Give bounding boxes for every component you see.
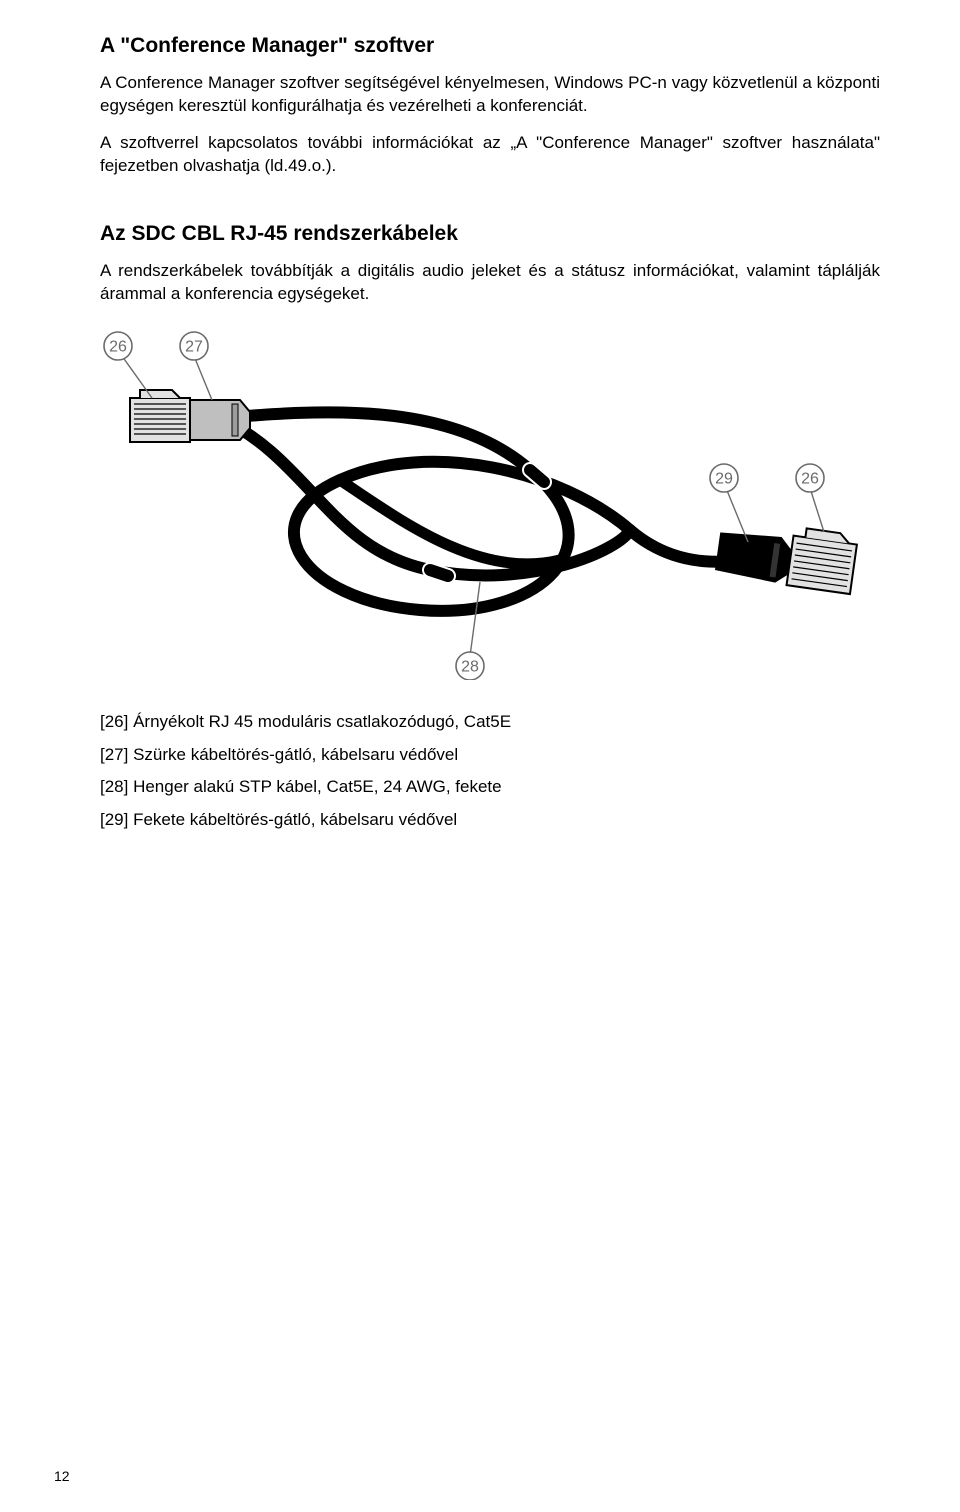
callout-27: 27 [185, 338, 203, 355]
legend-28: [28] Henger alakú STP kábel, Cat5E, 24 A… [100, 773, 880, 802]
right-connector [715, 516, 858, 593]
left-connector [130, 390, 250, 442]
spacer [100, 192, 880, 222]
figure-legend: [26] Árnyékolt RJ 45 moduláris csatlakoz… [100, 708, 880, 836]
cable-figure: 26 27 28 29 26 [100, 320, 880, 680]
callout-28: 28 [461, 658, 479, 675]
section2-title: Az SDC CBL RJ-45 rendszerkábelek [100, 222, 880, 246]
section1-title: A "Conference Manager" szoftver [100, 34, 880, 58]
legend-26: [26] Árnyékolt RJ 45 moduláris csatlakoz… [100, 708, 880, 737]
cable-svg: 26 27 28 29 26 [100, 320, 880, 680]
callout-29: 29 [715, 470, 733, 487]
section2-para1: A rendszerkábelek továbbítják a digitáli… [100, 260, 880, 306]
legend-27: [27] Szürke kábeltörés-gátló, kábelsaru … [100, 741, 880, 770]
callout-26-left: 26 [109, 338, 127, 355]
section1-para1: A Conference Manager szoftver segítségév… [100, 72, 880, 118]
page: A "Conference Manager" szoftver A Confer… [0, 0, 960, 1512]
legend-29: [29] Fekete kábeltörés-gátló, kábelsaru … [100, 806, 880, 835]
page-number: 12 [54, 1468, 70, 1484]
callout-26-right: 26 [801, 470, 819, 487]
section1-para2: A szoftverrel kapcsolatos további inform… [100, 132, 880, 178]
